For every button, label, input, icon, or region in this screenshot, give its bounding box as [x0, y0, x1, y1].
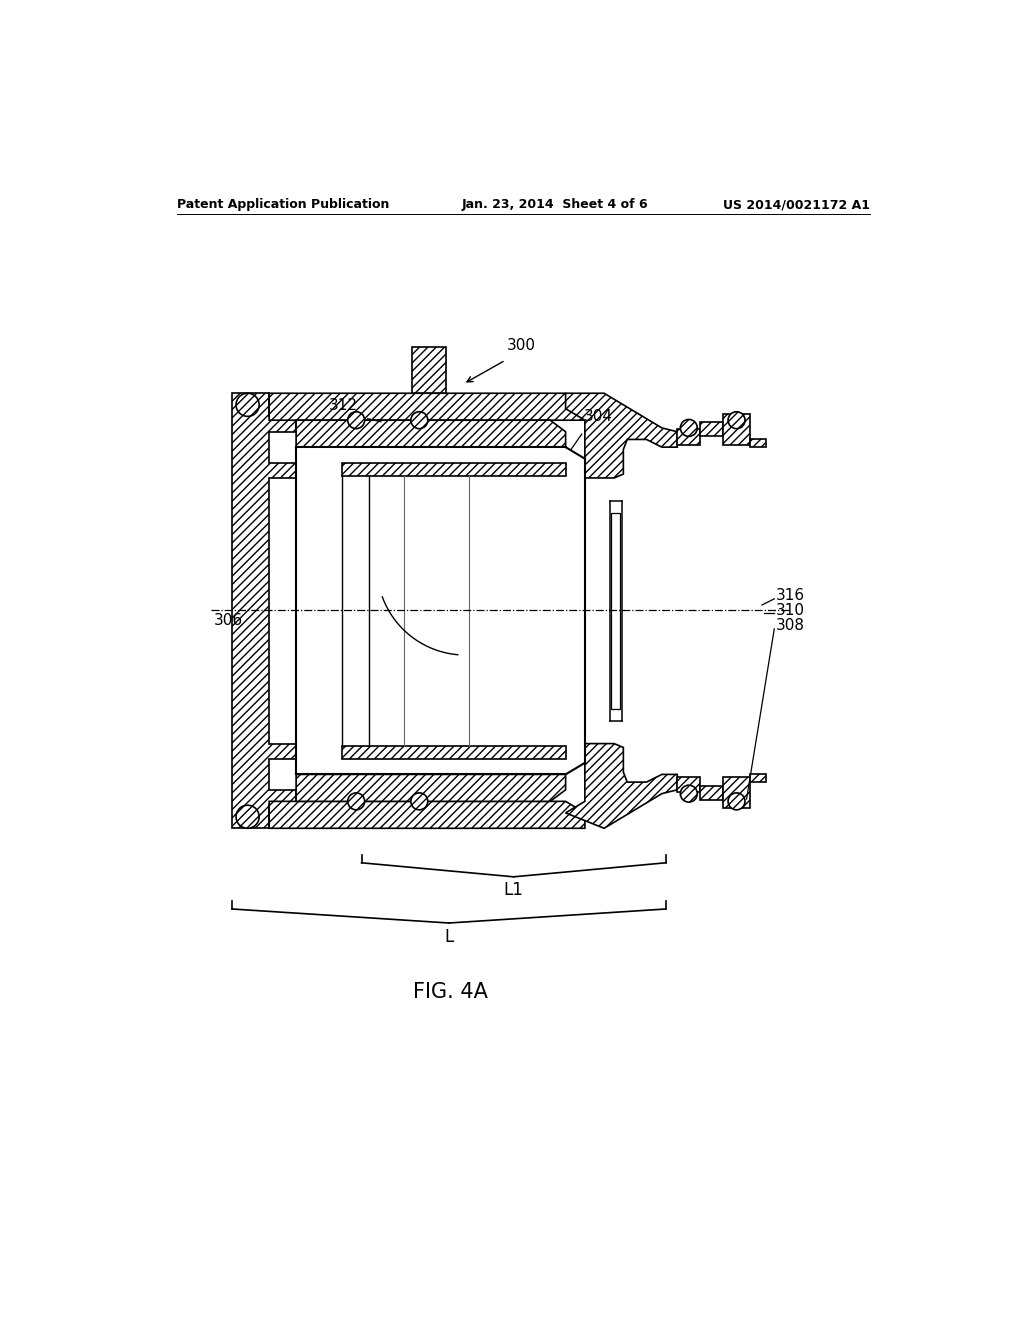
Polygon shape: [412, 347, 446, 393]
Polygon shape: [296, 420, 565, 447]
Circle shape: [680, 420, 697, 437]
Text: 304: 304: [584, 409, 612, 424]
Text: 308: 308: [776, 618, 805, 634]
Circle shape: [237, 393, 259, 416]
Circle shape: [411, 793, 428, 810]
Polygon shape: [296, 775, 565, 801]
Polygon shape: [700, 422, 724, 436]
Polygon shape: [269, 393, 585, 420]
Polygon shape: [342, 746, 565, 759]
Polygon shape: [232, 393, 296, 829]
Polygon shape: [700, 785, 724, 800]
Polygon shape: [724, 776, 751, 808]
Circle shape: [728, 793, 745, 810]
Text: Patent Application Publication: Patent Application Publication: [177, 198, 389, 211]
Text: 310: 310: [776, 603, 805, 618]
Circle shape: [348, 412, 365, 429]
Text: US 2014/0021172 A1: US 2014/0021172 A1: [723, 198, 869, 211]
Polygon shape: [751, 775, 766, 781]
Text: 312: 312: [329, 397, 357, 412]
Circle shape: [728, 412, 745, 429]
Text: 300: 300: [506, 338, 536, 354]
Circle shape: [680, 785, 697, 803]
Text: L1: L1: [504, 882, 523, 899]
Polygon shape: [677, 776, 700, 792]
Text: FIG. 4A: FIG. 4A: [413, 982, 487, 1002]
Circle shape: [237, 805, 259, 829]
Text: Jan. 23, 2014  Sheet 4 of 6: Jan. 23, 2014 Sheet 4 of 6: [462, 198, 648, 211]
Polygon shape: [724, 414, 751, 445]
Text: 316: 316: [776, 589, 805, 603]
Circle shape: [348, 793, 365, 810]
Circle shape: [411, 412, 428, 429]
Text: 306: 306: [214, 612, 243, 628]
Polygon shape: [565, 393, 677, 478]
Polygon shape: [342, 462, 565, 475]
Polygon shape: [565, 743, 677, 829]
Polygon shape: [751, 440, 766, 447]
Text: L: L: [444, 928, 454, 945]
Polygon shape: [269, 801, 585, 829]
Polygon shape: [611, 512, 621, 709]
Polygon shape: [677, 429, 700, 445]
